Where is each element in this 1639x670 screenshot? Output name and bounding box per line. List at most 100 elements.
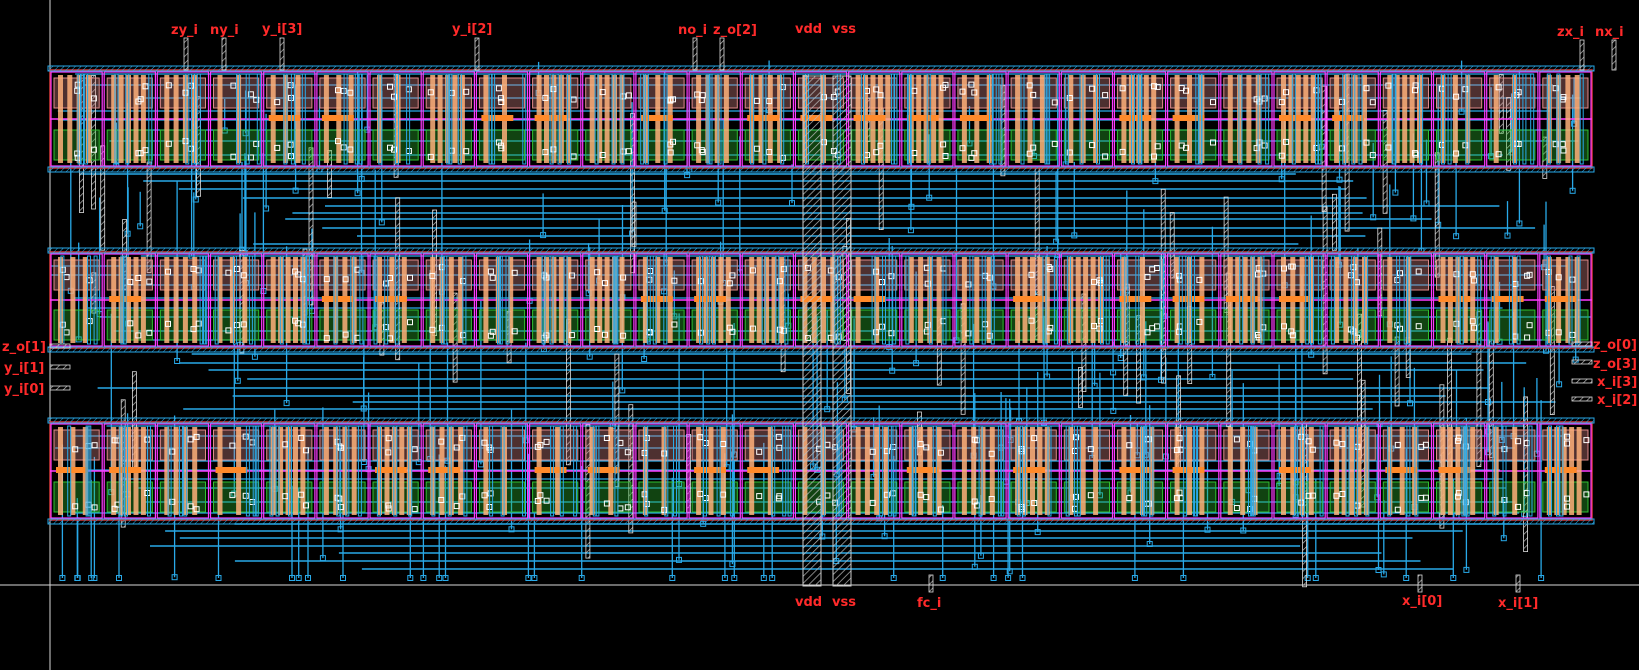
contact <box>625 148 632 155</box>
metal1-finger <box>861 73 866 165</box>
pin-y-i-2[interactable]: y_i[2] <box>452 22 492 37</box>
poly-gate <box>173 75 179 163</box>
poly-gate <box>642 427 648 515</box>
metal1-finger <box>384 255 389 345</box>
metal1-finger <box>926 73 931 165</box>
poly-gate <box>217 75 223 163</box>
contact <box>1047 324 1054 331</box>
poly-gate <box>430 257 436 343</box>
poly-gate <box>756 257 762 343</box>
pin-ny-i[interactable]: ny_i <box>210 23 239 38</box>
standard-cell <box>263 423 316 519</box>
via <box>1180 575 1187 581</box>
metal1-finger <box>357 425 362 517</box>
pin-no-i[interactable]: no_i <box>678 23 707 38</box>
pin-z-o-3[interactable]: z_o[3] <box>1593 357 1637 372</box>
metal1-finger <box>620 73 625 165</box>
cell-outline <box>316 253 369 347</box>
contact <box>387 83 393 90</box>
metal1-finger <box>928 255 933 345</box>
metal1-finger <box>1250 255 1255 345</box>
cell-outline <box>1060 423 1114 519</box>
poly-strap <box>1438 467 1471 473</box>
cell-outline <box>1379 423 1433 519</box>
metal1-finger <box>729 425 734 517</box>
contact <box>624 449 631 456</box>
poly-gate <box>604 257 610 343</box>
contact <box>923 444 930 451</box>
pin-zx-i[interactable]: zx_i <box>1557 25 1584 40</box>
poly-gate <box>1409 75 1415 163</box>
via <box>75 336 82 343</box>
pin-stub <box>1579 39 1585 71</box>
cell-outline <box>1113 253 1167 347</box>
pin-z-o-2[interactable]: z_o[2] <box>713 23 757 38</box>
contact <box>1289 332 1296 339</box>
cell-outline <box>1007 71 1060 167</box>
cell-outline <box>1379 71 1433 167</box>
pin-x-i-1[interactable]: x_i[1] <box>1498 596 1538 611</box>
contact <box>287 82 294 89</box>
contact <box>869 499 876 506</box>
pin-vdd-top[interactable]: vdd <box>795 22 822 37</box>
contact <box>295 320 302 327</box>
pin-vdd-bottom[interactable]: vdd <box>795 595 822 610</box>
poly-gate <box>1149 427 1155 515</box>
metal1-finger <box>1178 255 1183 345</box>
cell-outline <box>50 71 103 167</box>
contact <box>1288 263 1295 270</box>
pin-x-i-2[interactable]: x_i[2] <box>1597 393 1637 408</box>
metal1-finger <box>1183 425 1188 517</box>
contact <box>1338 145 1345 152</box>
metal1-finger <box>716 425 721 517</box>
metal1-finger <box>394 255 399 345</box>
metal1-finger <box>594 73 599 165</box>
pin-z-o-0[interactable]: z_o[0] <box>1593 338 1637 353</box>
via <box>676 556 682 563</box>
contact <box>753 145 760 152</box>
metal1-finger <box>1447 73 1452 165</box>
contact <box>146 278 153 285</box>
poly-gate <box>1512 75 1518 163</box>
contact <box>335 138 341 145</box>
poly-gate <box>1470 257 1476 343</box>
pin-y-i-3[interactable]: y_i[3] <box>262 22 302 37</box>
poly-strap <box>1385 467 1418 473</box>
pin-vss-top[interactable]: vss <box>832 22 856 37</box>
metal1-finger <box>125 73 130 165</box>
contact <box>1126 495 1133 502</box>
pin-vss-bottom[interactable]: vss <box>832 595 856 610</box>
metal1-finger <box>932 425 937 517</box>
pin-z-o-1[interactable]: z_o[1] <box>2 340 46 355</box>
standard-cell <box>1273 423 1326 519</box>
pin-x-i-3[interactable]: x_i[3] <box>1597 375 1637 390</box>
pin-zy-i[interactable]: zy_i <box>171 23 198 38</box>
via <box>378 219 385 226</box>
contact <box>137 96 144 103</box>
pin-nx-i[interactable]: nx_i <box>1595 25 1624 40</box>
standard-cell <box>1060 423 1114 519</box>
contact <box>1278 152 1285 159</box>
poly-gate <box>936 427 942 515</box>
metal1-finger <box>612 255 617 345</box>
poly-gate <box>1093 427 1099 515</box>
poly-gate <box>1493 75 1499 163</box>
via <box>420 575 427 581</box>
contact <box>971 498 978 505</box>
metal1-finger <box>1138 73 1143 165</box>
poly-gate <box>918 257 924 343</box>
standard-cell <box>847 71 901 167</box>
poly-gate <box>589 257 595 343</box>
standard-cell <box>954 71 1007 167</box>
contact <box>911 150 918 156</box>
via <box>354 190 361 197</box>
pin-fc-i[interactable]: fc_i <box>917 596 941 611</box>
pin-y-i-0[interactable]: y_i[0] <box>4 382 44 397</box>
standard-cell <box>475 71 529 167</box>
pin-x-i-0[interactable]: x_i[0] <box>1402 594 1442 609</box>
standard-cell <box>1166 71 1220 167</box>
pin-y-i-1[interactable]: y_i[1] <box>4 361 44 376</box>
poly-gate <box>236 75 242 163</box>
contact <box>303 447 309 454</box>
contact <box>127 278 134 285</box>
